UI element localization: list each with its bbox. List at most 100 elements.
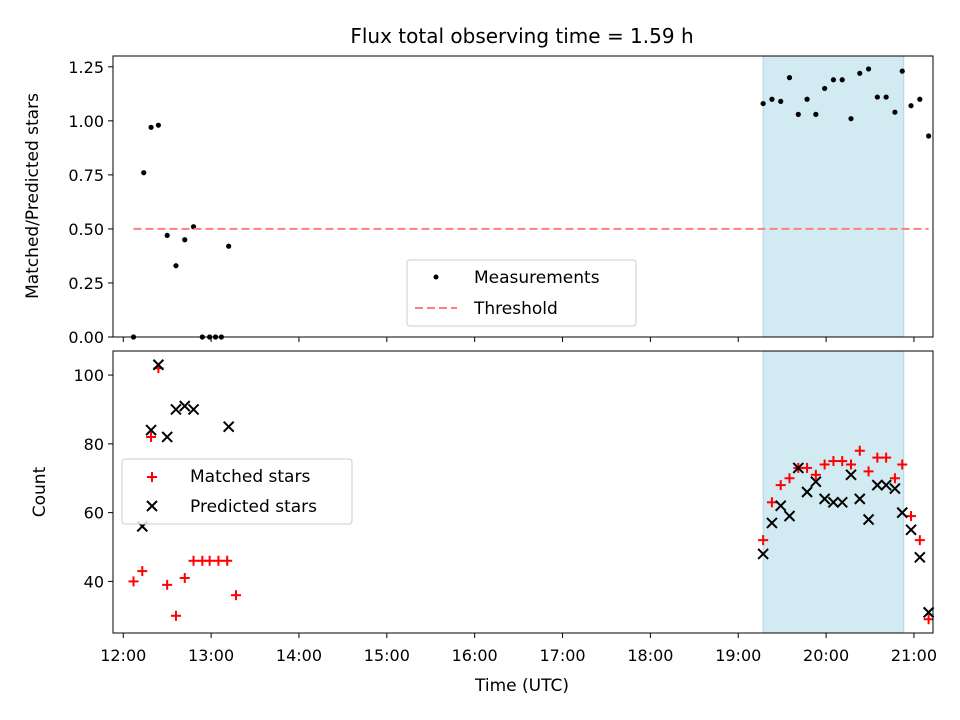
y-tick-label: 1.00	[68, 112, 104, 131]
y-tick-label: 100	[73, 366, 104, 385]
measurement-point	[795, 111, 801, 117]
measurement-point	[148, 124, 154, 130]
top-window-span	[762, 55, 905, 338]
bottom-legend-box	[121, 458, 353, 525]
x-tick-label: 14:00	[276, 646, 322, 665]
matched-star-point	[819, 459, 830, 470]
measurement-point	[926, 133, 932, 139]
matched-star-point	[784, 473, 795, 484]
measurement-point	[778, 98, 784, 104]
x-tick-label: 16:00	[452, 646, 498, 665]
predicted-star-point	[792, 462, 804, 474]
x-tick-label: 17:00	[539, 646, 585, 665]
x-tick-label: 15:00	[364, 646, 410, 665]
legend-predicted-label: Predicted stars	[190, 497, 317, 517]
predicted-star-point	[889, 482, 901, 495]
measurement-point	[857, 70, 863, 76]
bottom-ylabel: Count	[30, 466, 50, 517]
bottom-panel: 40 60 80 100 12:00 13:00 14:00 15:00 16:00 17:00…	[30, 350, 937, 665]
measurement-point	[804, 96, 810, 102]
measurement-point	[822, 85, 828, 92]
predicted-star-point	[862, 513, 875, 526]
matched-star-point	[863, 466, 874, 477]
measurement-point	[173, 263, 179, 269]
measurement-point	[899, 68, 905, 74]
measurement-point	[182, 237, 188, 243]
top-axes-frame	[112, 55, 934, 338]
measurement-point	[786, 75, 793, 81]
predicted-star-point	[854, 493, 866, 505]
matched-star-point	[881, 452, 892, 463]
predicted-star-point	[845, 469, 857, 481]
matched-star-point	[170, 610, 181, 621]
predicted-star-point	[914, 551, 926, 564]
predicted-star-point	[187, 403, 200, 416]
matched-star-point	[828, 456, 839, 467]
bottom-legend: Matched stars Predicted stars	[121, 458, 353, 525]
predicted-star-point	[880, 479, 892, 491]
predicted-star-point	[801, 486, 813, 498]
predicted-star-point	[905, 524, 917, 536]
top-y-ticks: 0.00 0.25 0.50 0.75 1.00 1.25	[68, 58, 113, 347]
matched-star-point	[802, 462, 813, 473]
matched-star-point	[188, 555, 199, 566]
y-tick-label: 0.50	[68, 220, 104, 239]
matched-star-point	[914, 535, 925, 546]
legend-threshold-label: Threshold	[473, 299, 558, 319]
predicted-star-point	[152, 359, 165, 371]
y-tick-label: 1.25	[68, 58, 104, 77]
y-tick-label: 60	[84, 504, 104, 523]
measurement-point	[760, 100, 766, 107]
x-tick-label: 13:00	[188, 646, 234, 665]
bottom-axes-frame	[112, 350, 934, 634]
measurement-point	[908, 103, 914, 109]
matched-star-point	[231, 590, 241, 601]
predicted-star-point	[810, 475, 822, 488]
predicted-star-point	[827, 496, 840, 509]
measurement-point	[813, 111, 819, 117]
bottom-x-ticks: 12:00 13:00 14:00 15:00 16:00 17:00 18:00 19:00…	[100, 633, 937, 665]
predicted-star-point	[836, 496, 848, 509]
matched-star-point	[923, 614, 934, 625]
measurement-point	[848, 116, 854, 122]
measurement-point	[769, 96, 775, 102]
bottom-window-span	[762, 350, 905, 634]
legend-measurements-marker	[433, 274, 439, 280]
legend-matched-marker	[147, 472, 157, 482]
chart-title: Flux total observing time = 1.59 h	[350, 24, 693, 48]
y-tick-label: 0.25	[68, 274, 104, 293]
measurement-point	[226, 243, 232, 249]
measurement-point	[839, 77, 845, 83]
predicted-star-point	[871, 479, 884, 491]
measurement-point	[892, 109, 898, 115]
y-tick-label: 80	[84, 435, 104, 454]
x-axis-label: Time (UTC)	[474, 676, 569, 696]
matched-star-point	[162, 579, 173, 590]
predicted-star-point	[170, 403, 182, 416]
predicted-star-point	[757, 548, 769, 560]
predicted-star-point	[818, 493, 831, 505]
predicted-star-point	[922, 606, 935, 619]
predicted-star-point	[896, 506, 908, 519]
y-tick-label: 0.75	[68, 166, 104, 185]
bottom-y-ticks: 40 60 80 100	[73, 366, 113, 591]
matched-star-point	[906, 511, 917, 522]
measurement-point	[164, 232, 170, 239]
x-tick-label: 12:00	[100, 646, 146, 665]
measurement-point	[874, 94, 880, 100]
measurement-point	[830, 77, 837, 83]
top-legend-box	[406, 259, 637, 327]
predicted-star-point	[775, 500, 787, 512]
top-ylabel: Matched/Predicted stars	[23, 93, 43, 299]
matched-star-point	[222, 555, 233, 566]
bottom-data-marks	[128, 359, 935, 625]
y-tick-label: 0.00	[68, 328, 104, 347]
matched-star-point	[775, 480, 786, 491]
predicted-star-point	[145, 424, 157, 436]
matched-star-point	[854, 445, 865, 456]
top-panel: 0.00 0.25 0.50 0.75 1.00 1.25 Matched/Predict…	[23, 55, 934, 347]
matched-star-point	[146, 431, 157, 442]
x-tick-label: 20:00	[803, 646, 849, 665]
x-tick-label: 19:00	[715, 646, 761, 665]
